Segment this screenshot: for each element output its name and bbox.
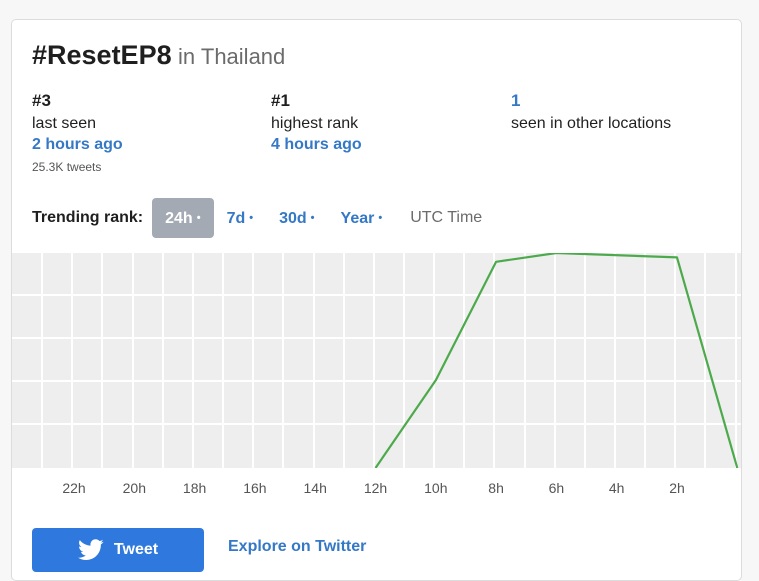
x-tick-label: 16h bbox=[243, 480, 267, 496]
x-tick-label: 12h bbox=[363, 480, 388, 496]
highest-rank-value: #1 bbox=[271, 91, 290, 110]
twitter-bird-icon bbox=[77, 539, 104, 560]
x-tick-label: 14h bbox=[303, 480, 327, 496]
x-tick-label: 18h bbox=[182, 480, 207, 496]
range-24h-button[interactable]: 24h • bbox=[152, 198, 214, 238]
other-locations-count-link[interactable]: 1 bbox=[511, 91, 521, 110]
last-seen-rank: #3 bbox=[32, 91, 51, 110]
last-seen-label: last seen bbox=[32, 115, 97, 132]
highest-rank-label: highest rank bbox=[271, 115, 359, 132]
tweet-count: 25.3K tweets bbox=[32, 160, 102, 174]
location-label: in Thailand bbox=[178, 44, 286, 69]
hashtag-title: #ResetEP8 bbox=[32, 40, 172, 70]
x-tick-label: 10h bbox=[424, 480, 448, 496]
x-tick-label: 20h bbox=[122, 480, 146, 496]
highest-rank-time-link[interactable]: 4 hours ago bbox=[271, 136, 362, 153]
range-7d-button[interactable]: 7d • bbox=[226, 210, 254, 227]
trending-rank-label: Trending rank: bbox=[32, 209, 144, 226]
last-seen-time-link[interactable]: 2 hours ago bbox=[32, 136, 123, 153]
trend-chart bbox=[12, 253, 741, 468]
range-30d-button[interactable]: 30d • bbox=[279, 210, 315, 227]
stat-highest-rank: #1 highest rank 4 hours ago bbox=[271, 90, 362, 154]
x-tick-label: 22h bbox=[62, 480, 86, 496]
trend-card: #ResetEP8 in Thailand #3 last seen 2 hou… bbox=[11, 19, 742, 581]
trending-rank-controls: Trending rank: 24h • 7d • 30d • Year • UTC T… bbox=[32, 198, 497, 238]
x-tick-label: 8h bbox=[488, 480, 504, 496]
tweet-button-label: Tweet bbox=[113, 541, 159, 558]
rank-series-line bbox=[374, 253, 739, 468]
page-title: #ResetEP8 in Thailand bbox=[32, 40, 285, 71]
plot-background bbox=[12, 253, 741, 468]
x-axis-ticks: 22h 20h 18h 16h 14h 12h 10h 8h 6h 4h 2h bbox=[12, 480, 741, 500]
stat-other-locations: 1 seen in other locations bbox=[511, 90, 671, 136]
tweet-button[interactable]: Tweet bbox=[32, 528, 204, 572]
range-year-button[interactable]: Year • bbox=[340, 210, 383, 227]
x-tick-label: 2h bbox=[669, 480, 685, 496]
x-tick-label: 6h bbox=[548, 480, 565, 496]
x-tick-label: 4h bbox=[608, 480, 625, 496]
explore-on-twitter-link[interactable]: Explore on Twitter bbox=[228, 538, 367, 555]
utc-time-toggle[interactable]: UTC Time bbox=[410, 209, 483, 226]
other-locations-label: seen in other locations bbox=[511, 115, 672, 132]
stat-last-seen: #3 last seen 2 hours ago 25.3K tweets bbox=[32, 90, 123, 174]
